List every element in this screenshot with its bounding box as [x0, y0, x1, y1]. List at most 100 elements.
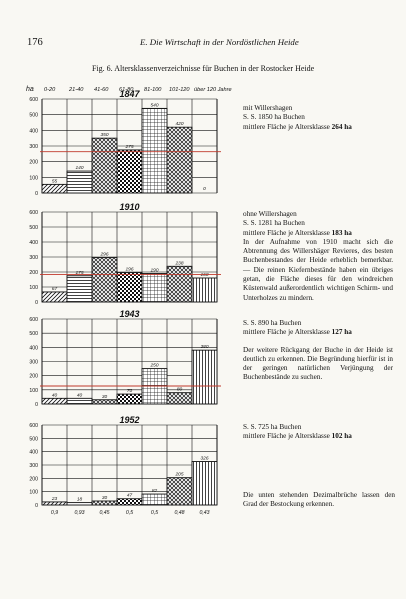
y-tick-label: 300 — [29, 255, 38, 261]
bar-value-label: 80 — [177, 387, 183, 393]
age-class-label: 41-60 — [94, 87, 109, 93]
bar — [191, 461, 218, 506]
bar — [66, 170, 93, 194]
description-paragraph: Der weitere Rückgang der Buche in der He… — [243, 345, 393, 382]
density-label: 0,5 — [151, 510, 158, 516]
page-number: 176 — [27, 37, 43, 48]
age-class-label: 61-80 — [119, 87, 134, 93]
y-tick-label: 400 — [29, 240, 38, 246]
bar — [91, 500, 118, 506]
bar — [91, 257, 118, 303]
bar — [141, 273, 168, 303]
bar — [166, 477, 193, 506]
y-tick-label: 0 — [35, 402, 38, 408]
y-tick-label: 600 — [29, 210, 38, 216]
y-tick-label: 100 — [29, 175, 38, 181]
y-tick-label: 600 — [29, 423, 38, 429]
bar — [66, 275, 93, 303]
footnote: Die unten stehenden Dezimalbrüche lassen… — [243, 491, 395, 509]
chart-title: 1943 — [119, 309, 139, 319]
mean-area-line: mittlere Fläche je Altersklasse 264 ha — [243, 123, 393, 132]
mean-area-value: 102 ha — [331, 432, 352, 441]
y-tick-label: 200 — [29, 270, 38, 276]
bar — [116, 498, 143, 506]
bar-value-label: 30 — [102, 394, 108, 400]
figure-caption: Fig. 6. Altersklassenverzeichnisse für B… — [92, 64, 315, 73]
y-tick-label: 200 — [29, 374, 38, 380]
bar-value-label: 67 — [52, 286, 58, 292]
y-tick-label: 400 — [29, 450, 38, 456]
bar-value-label: 205 — [174, 472, 183, 478]
mean-area-label: mittlere Fläche je Altersklasse — [243, 328, 332, 337]
bar-value-label: 55 — [52, 178, 58, 184]
mean-area-label: mittlere Fläche je Altersklasse — [243, 432, 332, 441]
y-tick-label: 100 — [29, 285, 38, 291]
density-label: 0,45 — [99, 510, 109, 516]
mean-area-line: mittlere Fläche je Altersklasse 102 ha — [243, 432, 393, 441]
mean-area-value: 127 ha — [331, 328, 352, 337]
mean-area-line: mittlere Fläche je Altersklasse 127 ha — [243, 328, 393, 337]
bar-value-label: 420 — [175, 121, 183, 127]
chart-title: 1910 — [119, 202, 139, 212]
mean-area-value: 183 ha — [331, 228, 352, 237]
description-line: S. S. 890 ha Buchen — [243, 319, 302, 327]
bar-value-label: 140 — [75, 165, 83, 171]
description-line: S. S. 725 ha Buchen — [243, 423, 302, 431]
description-line: mit Willershagen — [243, 104, 293, 112]
running-title: E. Die Wirtschaft in der Nordöstlichen H… — [140, 37, 299, 47]
y-tick-label: 500 — [29, 113, 38, 119]
description-line: ohne Willershagen — [243, 210, 297, 218]
bar-value-label: 40 — [52, 392, 58, 398]
bar — [116, 393, 143, 405]
bar — [191, 277, 218, 303]
bar-value-label: 40 — [77, 392, 83, 398]
bar-value-label: 540 — [150, 102, 158, 108]
y-tick-label: 300 — [29, 463, 38, 469]
description-line: S. S. 1850 ha Buchen — [243, 113, 305, 122]
bar — [166, 392, 193, 405]
bar — [41, 183, 68, 194]
bar-value-label: 47 — [127, 493, 133, 499]
y-tick-label: 300 — [29, 360, 38, 366]
bar-value-label: 190 — [150, 268, 158, 274]
chart-title: 1952 — [119, 415, 139, 425]
bar-value-label: 275 — [124, 144, 133, 150]
bar — [166, 265, 193, 303]
bar — [41, 501, 68, 506]
density-label: 0,5 — [126, 510, 133, 516]
y-tick-label: 300 — [29, 144, 38, 150]
y-tick-label: 600 — [29, 97, 38, 103]
bar-value-label: 18 — [77, 497, 83, 503]
mean-area-line: mittlere Fläche je Altersklasse 183 ha — [243, 229, 393, 238]
description-1952: S. S. 725 ha Buchen mittlere Fläche je A… — [243, 423, 393, 442]
bar-value-label: 82 — [152, 488, 158, 494]
y-tick-label: 500 — [29, 436, 38, 442]
y-tick-label: 500 — [29, 331, 38, 337]
bar-value-label: 238 — [174, 260, 183, 266]
bar-value-label: 23 — [51, 496, 58, 502]
bar-value-label: 0 — [203, 186, 206, 192]
density-label: 0,9 — [51, 510, 58, 516]
description-1910: ohne Willershagen S. S. 1281 ha Buchen m… — [243, 210, 393, 303]
bar — [41, 397, 68, 405]
chart-title: 1847 — [119, 89, 140, 99]
y-tick-label: 100 — [29, 388, 38, 394]
bar — [91, 399, 118, 405]
y-tick-label: 0 — [35, 503, 38, 509]
bar — [141, 107, 168, 194]
bar — [191, 349, 218, 405]
bar-value-label: 380 — [200, 344, 208, 350]
density-label: 0,43 — [199, 510, 209, 516]
description-line: S. S. 1281 ha Buchen — [243, 219, 305, 228]
y-tick-label: 400 — [29, 128, 38, 134]
y-tick-label: 200 — [29, 160, 38, 166]
bar-value-label: 175 — [75, 270, 83, 276]
age-class-label: 81-100 — [144, 87, 162, 93]
bar — [116, 149, 143, 194]
mean-area-label: mittlere Fläche je Altersklasse — [243, 122, 332, 131]
age-class-label: 21-40 — [68, 87, 84, 93]
y-tick-label: 200 — [29, 476, 38, 482]
bar — [41, 291, 68, 303]
